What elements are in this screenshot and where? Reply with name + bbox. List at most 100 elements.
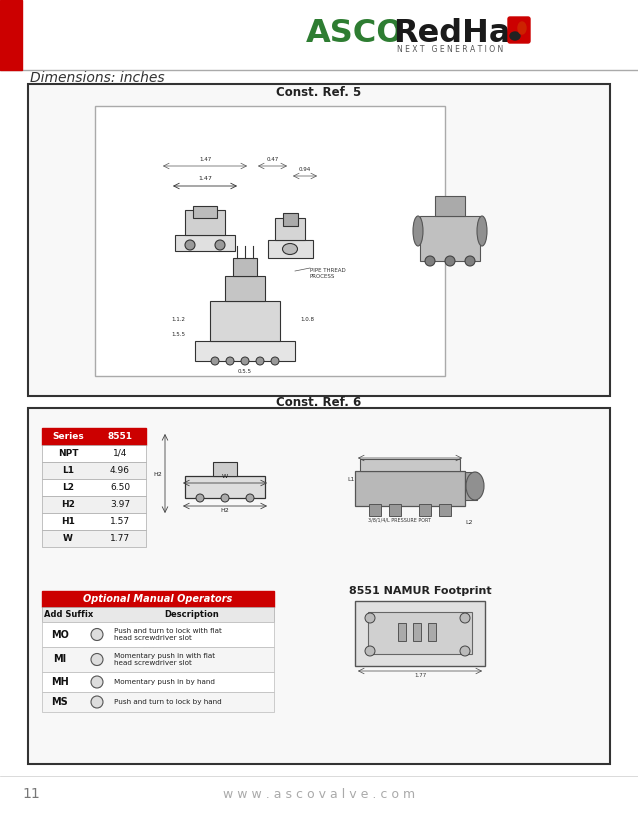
- Bar: [355, 601, 485, 666]
- Text: Momentary push in by hand: Momentary push in by hand: [114, 679, 215, 685]
- Text: N E X T   G E N E R A T I O N: N E X T G E N E R A T I O N: [397, 45, 503, 55]
- Text: Dimensions: inches: Dimensions: inches: [30, 71, 165, 85]
- Text: 1.47: 1.47: [199, 157, 211, 162]
- Ellipse shape: [413, 216, 423, 246]
- Bar: [95, 106, 445, 376]
- Ellipse shape: [518, 22, 526, 34]
- Circle shape: [256, 357, 264, 365]
- Text: H1: H1: [61, 517, 75, 526]
- Bar: [439, 504, 451, 516]
- Bar: [42, 479, 146, 496]
- Text: 1.77: 1.77: [414, 673, 426, 678]
- Circle shape: [241, 357, 249, 365]
- Bar: [175, 235, 235, 251]
- Circle shape: [425, 256, 435, 266]
- Text: 1.57: 1.57: [110, 517, 130, 526]
- Bar: [210, 301, 280, 341]
- Circle shape: [226, 357, 234, 365]
- Circle shape: [460, 613, 470, 623]
- Bar: [42, 445, 146, 462]
- Circle shape: [196, 494, 204, 502]
- Ellipse shape: [477, 216, 487, 246]
- Bar: [389, 504, 401, 516]
- Bar: [42, 513, 146, 530]
- Text: L1: L1: [348, 477, 355, 482]
- Text: ASCO: ASCO: [306, 17, 404, 49]
- Bar: [283, 213, 298, 226]
- Bar: [369, 504, 381, 516]
- Text: H2: H2: [221, 508, 230, 513]
- Text: Push and turn to lock by hand: Push and turn to lock by hand: [114, 699, 222, 705]
- Bar: [355, 471, 465, 506]
- Circle shape: [91, 676, 103, 688]
- Circle shape: [365, 646, 375, 656]
- Bar: [42, 647, 274, 672]
- Bar: [275, 218, 305, 240]
- Text: Momentary push in with flat
head screwdriver slot: Momentary push in with flat head screwdr…: [114, 653, 215, 667]
- Bar: [42, 428, 146, 445]
- Bar: [360, 459, 460, 471]
- Text: H2: H2: [153, 472, 162, 477]
- Bar: [0, 0, 22, 70]
- Text: 3.97: 3.97: [110, 500, 130, 509]
- Ellipse shape: [283, 244, 297, 254]
- Circle shape: [91, 696, 103, 708]
- Text: MI: MI: [54, 654, 66, 664]
- Bar: [420, 216, 480, 261]
- Bar: [195, 341, 295, 361]
- Bar: [42, 462, 146, 479]
- Bar: [28, 84, 610, 396]
- Text: Optional Manual Operators: Optional Manual Operators: [84, 594, 233, 604]
- Text: RedHat: RedHat: [394, 17, 526, 49]
- Bar: [185, 210, 225, 235]
- Text: 11: 11: [22, 787, 40, 801]
- Bar: [42, 672, 274, 692]
- Bar: [268, 240, 313, 258]
- Text: NPT: NPT: [58, 449, 78, 458]
- Text: 1/4: 1/4: [113, 449, 127, 458]
- Circle shape: [211, 357, 219, 365]
- Circle shape: [460, 646, 470, 656]
- Bar: [42, 496, 146, 513]
- Text: 1.0.8: 1.0.8: [300, 317, 314, 322]
- Text: Add Suffix: Add Suffix: [45, 610, 94, 619]
- Bar: [233, 258, 257, 276]
- Text: PIPE THREAD
PROCESS: PIPE THREAD PROCESS: [310, 268, 346, 279]
- Circle shape: [185, 240, 195, 250]
- Bar: [42, 591, 274, 607]
- Circle shape: [91, 653, 103, 666]
- Bar: [398, 623, 406, 641]
- Text: ®: ®: [393, 21, 403, 31]
- Ellipse shape: [510, 32, 520, 40]
- Bar: [213, 462, 237, 476]
- Circle shape: [221, 494, 229, 502]
- Text: 8551: 8551: [107, 432, 133, 441]
- Text: L2: L2: [465, 520, 473, 525]
- Text: W: W: [63, 534, 73, 543]
- Bar: [42, 530, 146, 547]
- Text: L2: L2: [62, 483, 74, 492]
- Circle shape: [215, 240, 225, 250]
- Text: 1.77: 1.77: [110, 534, 130, 543]
- Bar: [413, 623, 421, 641]
- Text: MH: MH: [51, 677, 69, 687]
- Text: 1.47: 1.47: [198, 176, 212, 181]
- FancyBboxPatch shape: [508, 17, 530, 43]
- Bar: [193, 206, 217, 218]
- Bar: [225, 276, 265, 301]
- Text: L1: L1: [62, 466, 74, 475]
- Circle shape: [91, 629, 103, 640]
- Text: Series: Series: [52, 432, 84, 441]
- Circle shape: [465, 256, 475, 266]
- Text: 0.94: 0.94: [299, 167, 311, 172]
- Text: 4.96: 4.96: [110, 466, 130, 475]
- Bar: [368, 612, 472, 654]
- Bar: [42, 692, 274, 712]
- Text: 0.47: 0.47: [267, 157, 279, 162]
- Text: 8551 NAMUR Footprint: 8551 NAMUR Footprint: [349, 586, 491, 596]
- Text: MS: MS: [52, 697, 68, 707]
- Text: Const. Ref. 5: Const. Ref. 5: [276, 87, 362, 99]
- Ellipse shape: [466, 472, 484, 500]
- Text: H2: H2: [61, 500, 75, 509]
- Text: 0.5.5: 0.5.5: [238, 369, 252, 374]
